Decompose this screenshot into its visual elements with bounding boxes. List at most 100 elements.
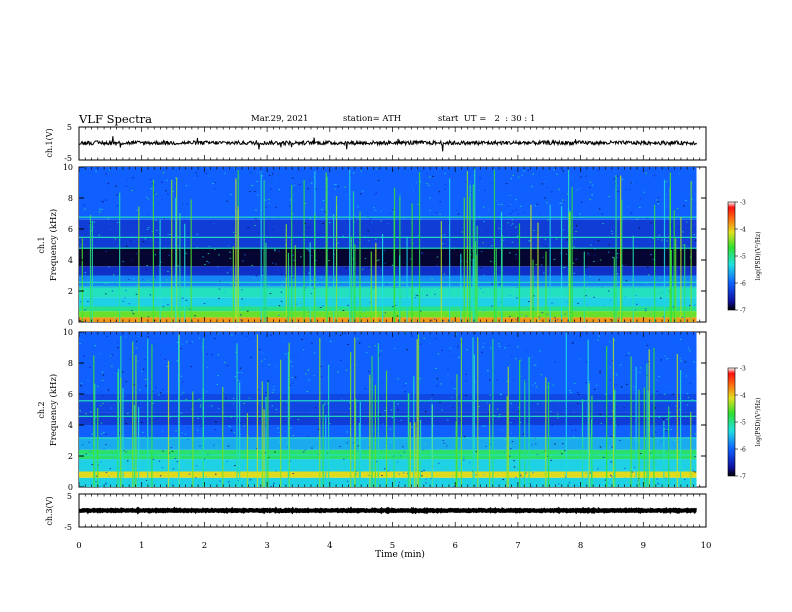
y-tick-label: 8 bbox=[68, 194, 73, 203]
spectrogram-speckle bbox=[286, 446, 289, 448]
spectrogram-speckle bbox=[562, 170, 565, 172]
spectrogram-speckle bbox=[290, 361, 292, 363]
spectrogram-speckle bbox=[176, 360, 179, 362]
spectrogram-speckle bbox=[663, 393, 666, 395]
spectrogram-speckle bbox=[650, 222, 652, 224]
spectrogram-speckle bbox=[646, 266, 649, 268]
spectrogram-speckle bbox=[421, 449, 424, 451]
spectrogram-speckle bbox=[95, 475, 98, 477]
spectrogram-speckle bbox=[80, 384, 82, 386]
spectrogram-speckle bbox=[305, 450, 307, 452]
spectrogram-speckle bbox=[557, 401, 560, 403]
spectrogram-speckle bbox=[491, 287, 494, 289]
spectrogram-speckle bbox=[666, 418, 668, 420]
sferic-streak bbox=[588, 383, 590, 487]
spectrogram-speckle bbox=[482, 291, 485, 293]
spectrogram-speckle bbox=[383, 315, 385, 317]
y-tick-label: 10 bbox=[63, 163, 73, 172]
spectrogram-speckle bbox=[227, 481, 230, 483]
spectrogram-speckle bbox=[268, 199, 270, 201]
sferic-streak bbox=[371, 356, 373, 487]
spectrogram-speckle bbox=[684, 479, 686, 481]
spectrogram-speckle bbox=[585, 361, 588, 363]
spectrogram-speckle bbox=[554, 361, 557, 363]
spectrogram-speckle bbox=[622, 264, 624, 266]
spectrogram-speckle bbox=[235, 280, 238, 282]
spectrogram-speckle bbox=[531, 486, 534, 488]
spectrogram-speckle bbox=[689, 383, 692, 385]
spectrogram-speckle bbox=[247, 227, 249, 229]
spectrogram-speckle bbox=[263, 358, 266, 360]
spectrogram-speckle bbox=[510, 422, 512, 424]
sferic-streak bbox=[690, 412, 692, 487]
spectrogram-speckle bbox=[465, 373, 467, 375]
spectrogram-speckle bbox=[618, 253, 621, 255]
spectrogram-speckle bbox=[614, 171, 616, 173]
spectrogram-speckle bbox=[109, 445, 111, 447]
spectrogram-speckle bbox=[660, 359, 662, 361]
sferic-streak bbox=[91, 220, 93, 322]
spectrogram-speckle bbox=[132, 177, 134, 179]
spectrogram-speckle bbox=[83, 355, 85, 357]
spectrogram-speckle bbox=[310, 182, 313, 184]
spectrogram-speckle bbox=[631, 221, 633, 223]
spectrogram-speckle bbox=[457, 345, 459, 347]
spectrogram-speckle bbox=[623, 407, 625, 409]
sferic-streak bbox=[630, 356, 632, 487]
spectrogram-speckle bbox=[371, 221, 373, 223]
spectrogram-speckle bbox=[678, 226, 681, 228]
spectrogram-speckle bbox=[90, 480, 93, 482]
spectrogram-speckle bbox=[316, 478, 318, 480]
colorbar-tick-label: -5 bbox=[740, 420, 746, 427]
spectrogram-speckle bbox=[557, 483, 560, 485]
spectrogram-speckle bbox=[211, 405, 213, 407]
spectrogram-speckle bbox=[686, 404, 689, 406]
sferic-streak bbox=[409, 422, 411, 487]
sferic-streak bbox=[456, 374, 458, 487]
spectrogram-speckle bbox=[452, 355, 454, 357]
spectrogram-speckle bbox=[667, 217, 670, 219]
spectrogram-speckle bbox=[615, 374, 618, 376]
spectrogram-speckle bbox=[522, 433, 525, 435]
spectrogram-speckle bbox=[186, 427, 189, 429]
sferic-streak bbox=[560, 206, 563, 322]
spectrogram-speckle bbox=[598, 208, 601, 210]
spectrogram-speckle bbox=[102, 374, 105, 376]
spectrogram-speckle bbox=[694, 304, 696, 306]
spectrogram-speckle bbox=[574, 429, 577, 431]
spectrogram-speckle bbox=[229, 426, 232, 428]
spectrogram-speckle bbox=[666, 194, 668, 196]
spectrogram-speckle bbox=[99, 211, 101, 213]
spectrogram-speckle bbox=[336, 467, 339, 469]
spectrogram-speckle bbox=[154, 254, 157, 256]
spectrogram-speckle bbox=[502, 240, 505, 242]
spectrogram-speckle bbox=[662, 316, 665, 318]
spectrogram-speckle bbox=[586, 482, 589, 484]
spectrogram-speckle bbox=[609, 379, 611, 381]
spectrogram-speckle bbox=[444, 257, 446, 259]
spectrogram-speckle bbox=[251, 185, 253, 187]
spectrogram-speckle bbox=[625, 264, 627, 266]
spectrogram-speckle bbox=[591, 194, 593, 196]
spectrogram-speckle bbox=[386, 359, 389, 361]
spectrogram-speckle bbox=[480, 440, 483, 442]
spectrogram-speckle bbox=[189, 342, 191, 344]
spectrogram-speckle bbox=[292, 382, 294, 384]
sferic-streak bbox=[663, 420, 665, 487]
spectrogram-speckle bbox=[695, 465, 697, 467]
spectrogram-speckle bbox=[678, 217, 681, 219]
spectrogram-speckle bbox=[105, 293, 107, 295]
spectrogram-speckle bbox=[96, 385, 99, 387]
spectrogram-speckle bbox=[140, 421, 143, 423]
spectrogram-speckle bbox=[318, 453, 320, 455]
spectrogram-speckle bbox=[370, 219, 373, 221]
spectrogram-speckle bbox=[177, 265, 179, 267]
spectrogram-speckle bbox=[508, 455, 511, 457]
spectrogram-speckle bbox=[475, 254, 478, 256]
spectrogram-speckle bbox=[454, 321, 456, 323]
spectrogram-speckle bbox=[589, 410, 591, 412]
spectrogram-speckle bbox=[99, 405, 102, 407]
spectrogram-speckle bbox=[452, 483, 455, 485]
spectrogram-speckle bbox=[559, 416, 561, 418]
spectrogram-speckle bbox=[365, 352, 368, 354]
